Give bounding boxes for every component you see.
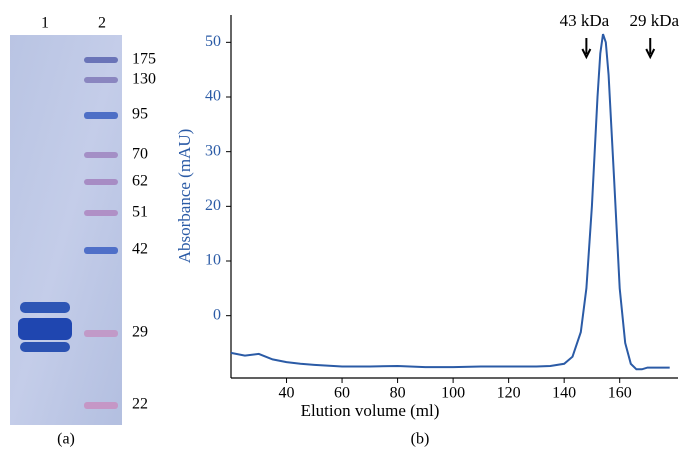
ladder-band xyxy=(84,179,118,185)
lane-label: 1 xyxy=(41,15,49,32)
lane-label: 2 xyxy=(98,15,106,32)
gel-background xyxy=(10,35,122,425)
marker-label: 42 xyxy=(132,241,148,258)
y-tick-label: 20 xyxy=(205,197,221,214)
ladder-band xyxy=(84,57,118,63)
ladder-band xyxy=(84,330,118,337)
x-tick-label: 80 xyxy=(390,385,406,402)
ladder-band xyxy=(84,402,118,409)
ladder-band xyxy=(84,247,118,254)
x-tick-label: 140 xyxy=(552,385,576,402)
marker-label: 51 xyxy=(132,204,148,221)
ladder-band xyxy=(84,112,118,119)
y-axis-label: Absorbance (mAU) xyxy=(175,129,194,264)
y-tick-label: 0 xyxy=(213,306,221,323)
ladder-band xyxy=(84,210,118,216)
gel: 1 2 (a) xyxy=(10,15,122,448)
band xyxy=(20,342,70,352)
y-tick-label: 50 xyxy=(205,33,221,50)
annotation: 43 kDa xyxy=(560,11,610,30)
x-tick-label: 160 xyxy=(608,385,632,402)
marker-label: 95 xyxy=(132,106,148,123)
ladder-band xyxy=(84,77,118,83)
x-tick-label: 60 xyxy=(334,385,350,402)
annotation: 29 kDa xyxy=(629,11,679,30)
marker-label: 70 xyxy=(132,146,148,163)
chromatogram-line xyxy=(231,34,670,369)
marker-label: 175 xyxy=(132,51,156,68)
x-tick-label: 120 xyxy=(497,385,521,402)
band xyxy=(18,318,72,340)
ladder-band xyxy=(84,152,118,158)
marker-label: 62 xyxy=(132,173,148,190)
caption: (b) xyxy=(411,431,430,448)
y-tick-label: 30 xyxy=(205,142,221,159)
band xyxy=(20,302,70,313)
x-axis-label: Elution volume (ml) xyxy=(301,401,440,420)
marker-label: 22 xyxy=(132,396,148,413)
marker-label: 29 xyxy=(132,324,148,341)
x-tick-label: 40 xyxy=(279,385,295,402)
marker-label: 130 xyxy=(132,71,156,88)
caption: (a) xyxy=(57,431,75,448)
figure: 1 2 (a) (b) Elution volume (ml) Absorban… xyxy=(0,0,679,453)
x-tick-label: 100 xyxy=(441,385,465,402)
y-tick-label: 10 xyxy=(205,252,221,269)
y-tick-label: 40 xyxy=(205,88,221,105)
